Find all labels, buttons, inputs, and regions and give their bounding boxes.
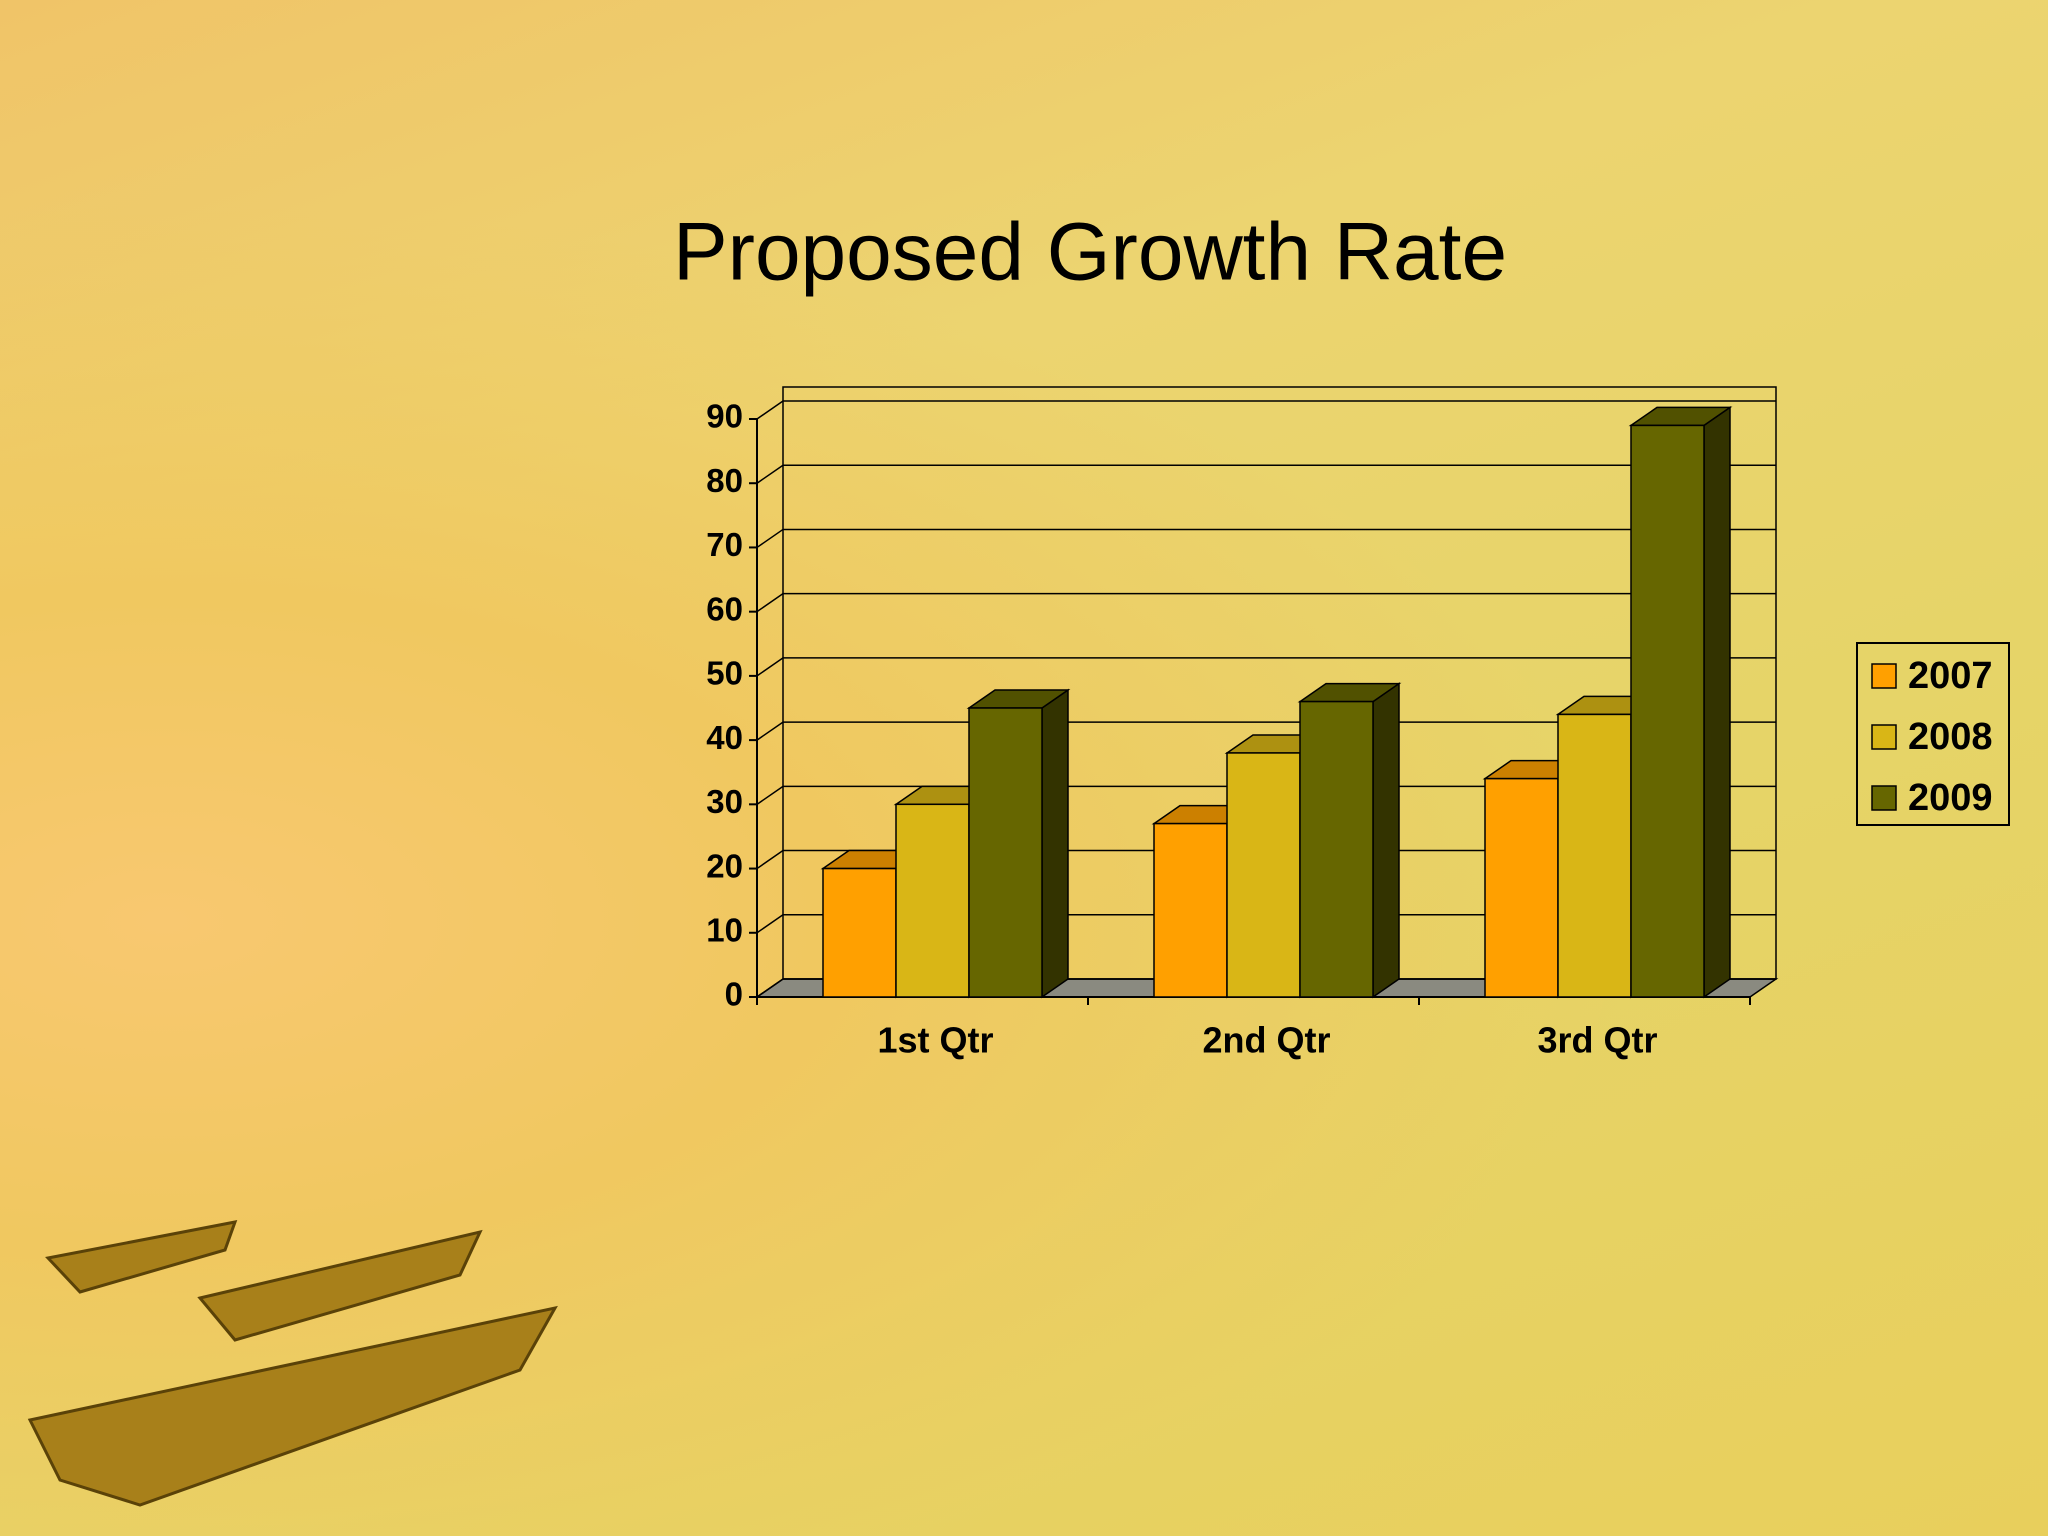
legend-label: 2009: [1908, 777, 1993, 819]
y-tick-label: 90: [706, 398, 743, 435]
bar-side-shade: [1704, 407, 1730, 997]
y-tick-label: 30: [706, 783, 743, 820]
boat: [27, 1305, 558, 1507]
bar-top-shade: [1300, 683, 1399, 702]
y-tick-label: 60: [706, 590, 743, 627]
plot-area: 0 10 20 30 40 50 60 70 80 90 1st Qtr 2nd Qtr 3rd Qtr…: [706, 386, 2010, 1061]
bar: [1226, 752, 1301, 998]
grid-line: [756, 721, 1776, 741]
x-tick-label: 1st Qtr: [877, 1020, 993, 1061]
y-tick-label: 70: [706, 526, 743, 563]
grid-line: [756, 400, 1776, 420]
y-tick-label: 40: [706, 719, 743, 756]
grid-line: [756, 849, 1776, 870]
bar: [822, 867, 897, 998]
bar: [1630, 424, 1705, 998]
bar-side-shade: [1373, 683, 1399, 997]
grid-line: [756, 785, 1776, 805]
chart-title: Proposed Growth Rate: [673, 207, 1507, 298]
legend-label: 2008: [1908, 716, 1993, 758]
y-tick-label: 10: [706, 911, 743, 948]
grid-line: [756, 592, 1776, 613]
grid-line: [756, 914, 1776, 934]
grid-line: [756, 657, 1776, 677]
y-tick-label: 0: [725, 976, 743, 1013]
y-tick-label: 80: [706, 462, 743, 499]
legend-swatch: [1871, 663, 1897, 689]
y-tick-label: 20: [706, 847, 743, 884]
legend-swatch: [1871, 724, 1897, 750]
bar: [1299, 700, 1374, 998]
x-tick-label: 2nd Qtr: [1202, 1020, 1330, 1061]
boat: [45, 1220, 238, 1294]
legend-label: 2007: [1908, 655, 1993, 697]
bar: [968, 707, 1043, 998]
bar: [1557, 713, 1632, 998]
grid-line: [756, 464, 1776, 484]
legend-box: [1856, 642, 2010, 826]
bar-top-shade: [1631, 407, 1730, 426]
y-tick-label: 50: [706, 655, 743, 692]
boat: [197, 1229, 483, 1342]
bar-side-shade: [1042, 690, 1068, 997]
bar: [895, 803, 970, 998]
bar-top-shade: [969, 690, 1068, 708]
x-tick-label: 3rd Qtr: [1537, 1020, 1657, 1061]
bar: [1484, 777, 1559, 998]
bar: [1153, 822, 1228, 998]
boats: [27, 1220, 558, 1507]
grid-line: [756, 528, 1776, 549]
grid-line: [756, 978, 1776, 998]
legend-swatch: [1871, 785, 1897, 811]
